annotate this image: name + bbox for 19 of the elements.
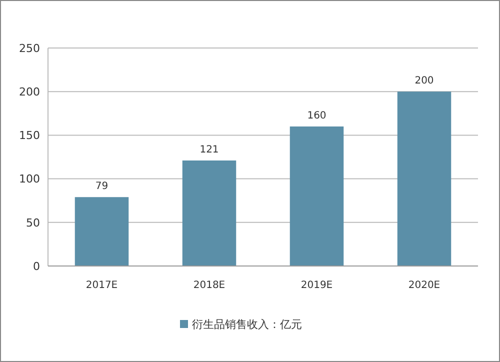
- y-tick-label: 50: [26, 216, 40, 230]
- bar: [74, 197, 129, 266]
- y-tick-label: 250: [19, 42, 40, 55]
- y-tick-label: 100: [19, 172, 40, 186]
- bar: [397, 92, 452, 266]
- y-tick-label: 200: [19, 85, 40, 98]
- y-tick-label: 0: [33, 260, 40, 273]
- x-tick-label: 2017E: [86, 280, 118, 291]
- legend-label: 衍生品销售收入：亿元: [192, 318, 302, 331]
- bar: [182, 160, 236, 266]
- bar: [290, 126, 344, 266]
- data-label: 79: [95, 181, 108, 192]
- x-tick-label: 2020E: [408, 280, 440, 291]
- y-tick-label: 150: [19, 129, 40, 142]
- data-label: 200: [414, 76, 434, 87]
- x-tick-label: 2018E: [193, 280, 226, 291]
- data-label: 121: [200, 144, 219, 156]
- data-label: 160: [307, 110, 326, 122]
- x-tick-label: 2019E: [300, 280, 333, 291]
